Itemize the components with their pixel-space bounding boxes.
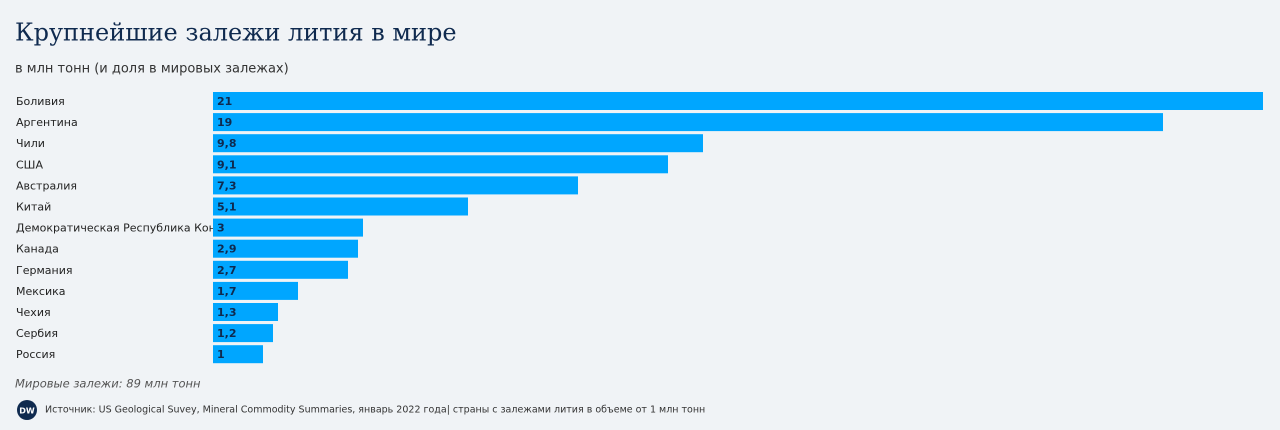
value-label: 7,3 [217, 179, 237, 192]
category-label: Канада [16, 243, 59, 256]
bar [213, 218, 363, 237]
source: Источник: US Geological Suvey, Mineral C… [45, 405, 705, 416]
value-label: 5,1 [217, 201, 237, 214]
category-label: Демократическая Республика Конго [16, 222, 229, 235]
category-label: Чили [16, 137, 45, 150]
bar [213, 113, 1163, 132]
category-label: Чехия [16, 306, 51, 319]
value-label: 1,2 [217, 327, 237, 340]
value-label: 1 [217, 348, 225, 361]
bar [213, 92, 1263, 110]
value-label: 2,9 [217, 243, 237, 256]
category-label: Россия [16, 348, 55, 361]
category-label: Аргентина [16, 116, 78, 129]
category-label: США [16, 158, 43, 171]
category-label: Германия [16, 264, 72, 277]
value-label: 19 [217, 116, 232, 129]
bar [213, 345, 263, 364]
bar [213, 197, 468, 216]
bar [213, 176, 578, 195]
bar [213, 281, 298, 300]
value-label: 2,7 [217, 264, 237, 277]
value-label: 21 [217, 95, 232, 108]
chart-subtitle: в млн тонн (и доля в мировых залежах) [15, 62, 289, 77]
value-label: 9,1 [217, 158, 237, 171]
logo: DW [19, 407, 35, 416]
bar [213, 324, 273, 343]
value-label: 1,7 [217, 285, 237, 298]
bar [213, 260, 348, 279]
bar [213, 239, 358, 258]
value-label: 1,3 [217, 306, 237, 319]
category-label: Австралия [16, 179, 77, 192]
bar [213, 134, 703, 153]
note: Мировые залежи: 89 млн тонн [15, 377, 201, 391]
bar [213, 155, 668, 174]
bar [213, 303, 278, 321]
category-label: Китай [16, 201, 51, 214]
value-label: 9,8 [217, 137, 237, 150]
category-label: Боливия [16, 95, 65, 108]
category-label: Сербия [16, 327, 58, 340]
chart-title: Крупнейшие залежи лития в мире [15, 19, 457, 47]
category-label: Мексика [16, 285, 65, 298]
logo-circle [17, 400, 37, 420]
value-label: 3 [217, 222, 225, 235]
